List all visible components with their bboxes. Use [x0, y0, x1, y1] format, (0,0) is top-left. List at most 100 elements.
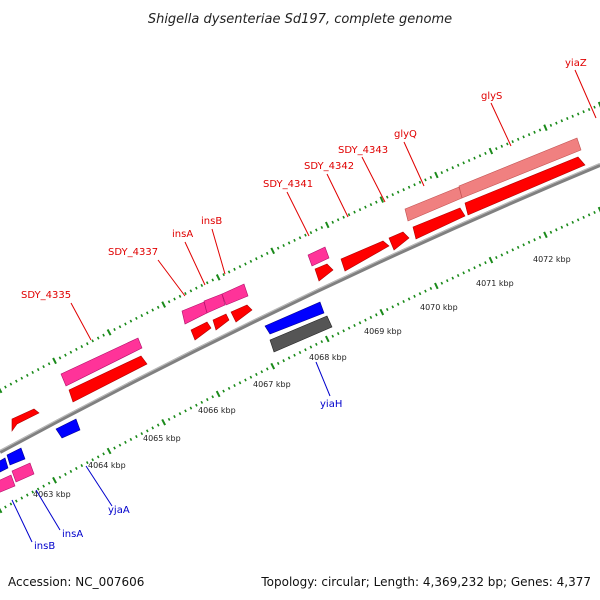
minor-tick — [145, 311, 149, 315]
gene-arrow — [412, 207, 466, 240]
minor-tick — [113, 328, 116, 332]
minor-tick — [402, 188, 405, 192]
minor-tick — [451, 166, 455, 170]
minor-tick — [255, 257, 258, 261]
minor-tick — [282, 359, 285, 363]
major-tick — [106, 329, 112, 336]
minor-tick — [538, 235, 542, 239]
minor-tick — [58, 356, 62, 360]
major-tick — [597, 206, 600, 213]
minor-tick — [429, 175, 433, 179]
outer-tick-ring — [0, 101, 600, 394]
minor-tick — [129, 319, 133, 323]
minor-tick — [184, 409, 187, 413]
minor-tick — [156, 423, 160, 427]
minor-tick — [211, 395, 215, 399]
minor-tick — [495, 256, 498, 260]
minor-tick — [533, 130, 536, 134]
minor-tick — [565, 223, 569, 227]
minor-tick — [124, 322, 127, 326]
minor-tick — [173, 297, 176, 301]
minor-tick — [20, 496, 24, 500]
gene-arrow — [11, 462, 35, 483]
gene-label: SDY_4337 — [108, 247, 158, 258]
minor-tick — [184, 292, 187, 296]
major-tick — [434, 171, 439, 179]
minor-tick — [309, 345, 313, 349]
minor-tick — [102, 452, 105, 456]
minor-tick — [336, 218, 340, 222]
minor-tick — [91, 339, 95, 343]
minor-tick — [276, 246, 280, 250]
minor-tick — [451, 276, 455, 280]
minor-tick — [413, 183, 416, 187]
minor-tick — [260, 370, 264, 374]
gene-arrow — [11, 408, 40, 432]
minor-tick — [304, 348, 307, 352]
gene-label: SDY_4341 — [263, 179, 313, 190]
gene-arrow — [269, 315, 333, 353]
minor-tick — [445, 279, 449, 283]
minor-tick — [391, 193, 395, 197]
minor-tick — [506, 142, 509, 146]
minor-tick — [593, 210, 596, 214]
minor-tick — [151, 308, 155, 312]
minor-tick — [85, 461, 89, 465]
major-tick — [324, 221, 330, 229]
minor-tick — [315, 228, 318, 232]
minor-tick — [31, 370, 35, 374]
minor-tick — [282, 244, 285, 248]
gene-arrow — [55, 418, 81, 439]
minor-tick — [4, 505, 7, 509]
minor-tick — [331, 334, 335, 338]
callout-lines — [11, 69, 597, 543]
gene-label: yjaA — [108, 505, 130, 516]
minor-tick — [58, 475, 62, 479]
gene-arrow — [388, 231, 410, 251]
minor-tick — [298, 236, 302, 240]
minor-tick — [173, 415, 176, 419]
minor-tick — [200, 283, 204, 287]
minor-tick — [369, 203, 373, 207]
minor-tick — [64, 472, 67, 476]
gene-arrow — [6, 447, 26, 466]
minor-tick — [135, 435, 138, 439]
minor-tick — [304, 233, 307, 237]
minor-tick — [260, 254, 264, 258]
minor-tick — [255, 372, 258, 376]
minor-tick — [511, 140, 514, 144]
minor-tick — [113, 446, 116, 450]
minor-tick — [64, 353, 67, 357]
minor-tick — [342, 215, 345, 219]
minor-tick — [456, 163, 460, 167]
minor-tick — [244, 378, 247, 382]
minor-tick — [555, 121, 558, 125]
minor-tick — [227, 270, 231, 274]
minor-tick — [189, 406, 193, 410]
gene-label: SDY_4342 — [304, 161, 354, 172]
gene-arrow — [464, 156, 586, 216]
minor-tick — [522, 243, 525, 247]
minor-tick — [342, 329, 345, 333]
minor-tick — [167, 300, 171, 304]
minor-tick — [396, 190, 400, 194]
major-tick — [434, 282, 439, 290]
minor-tick — [587, 107, 591, 112]
minor-tick — [467, 268, 471, 272]
minor-tick — [375, 313, 378, 317]
minor-tick — [276, 361, 280, 365]
minor-tick — [364, 205, 367, 209]
major-tick — [325, 335, 330, 343]
minor-tick — [495, 147, 498, 151]
major-tick — [0, 507, 3, 514]
minor-tick — [320, 225, 324, 229]
major-tick — [0, 387, 3, 394]
kbp-label: 4063 kbp — [33, 490, 71, 499]
major-tick — [161, 418, 166, 426]
major-tick — [543, 124, 548, 131]
kbp-label: 4071 kbp — [476, 279, 514, 288]
minor-tick — [9, 382, 13, 386]
minor-tick — [516, 137, 520, 141]
minor-tick — [462, 161, 465, 165]
minor-tick — [571, 220, 575, 224]
